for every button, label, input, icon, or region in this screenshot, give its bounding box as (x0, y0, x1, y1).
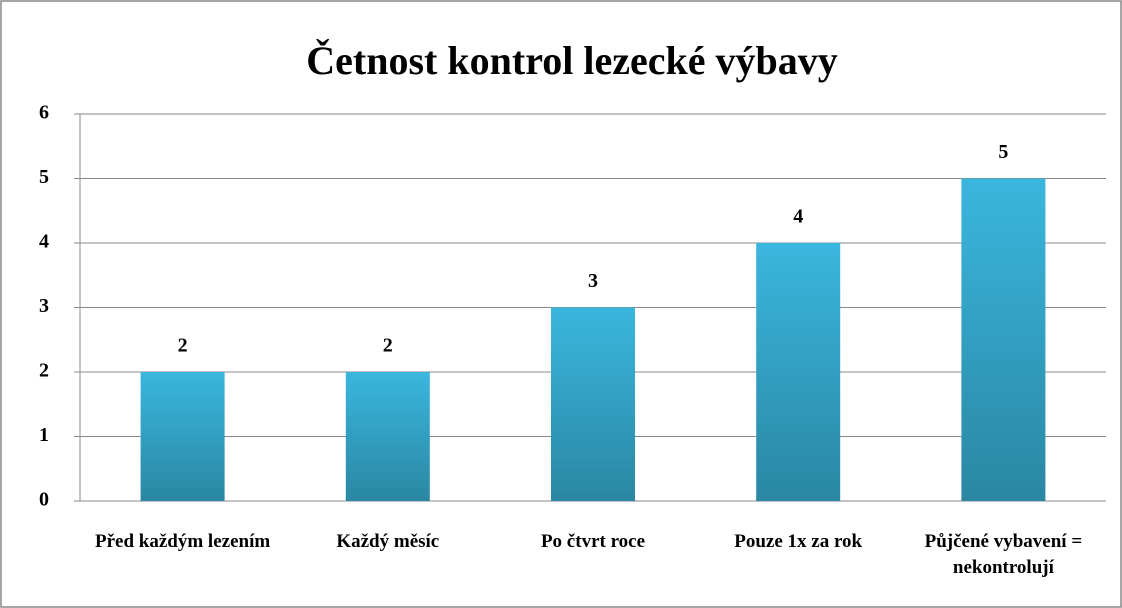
y-tick-label: 1 (39, 424, 49, 446)
y-tick-label: 2 (39, 360, 49, 382)
data-label: 5 (998, 141, 1008, 163)
y-tick-label: 3 (39, 295, 49, 317)
x-tick-label: Před každým lezením (95, 531, 271, 552)
x-tick-label: Pouze 1x za rok (734, 531, 863, 552)
bar (961, 178, 1046, 501)
data-label: 4 (793, 206, 803, 228)
bar (551, 307, 635, 501)
data-label: 3 (588, 270, 598, 292)
y-tick-label: 5 (39, 166, 49, 188)
y-tick-label: 6 (39, 102, 49, 124)
data-label: 2 (178, 335, 188, 357)
x-tick-label: Po čtvrt roce (540, 531, 646, 552)
y-tick-label: 4 (39, 231, 49, 253)
data-label: 2 (383, 335, 393, 357)
chart-title: Četnost kontrol lezecké výbavy (306, 38, 837, 83)
y-tick-label: 0 (39, 489, 49, 511)
bar (345, 372, 430, 501)
bar (140, 372, 225, 501)
x-tick-label: Každý měsíc (336, 531, 440, 552)
x-tick-label: Půjčené vybavení = nekontrolují (924, 531, 1083, 578)
bar (756, 243, 841, 501)
